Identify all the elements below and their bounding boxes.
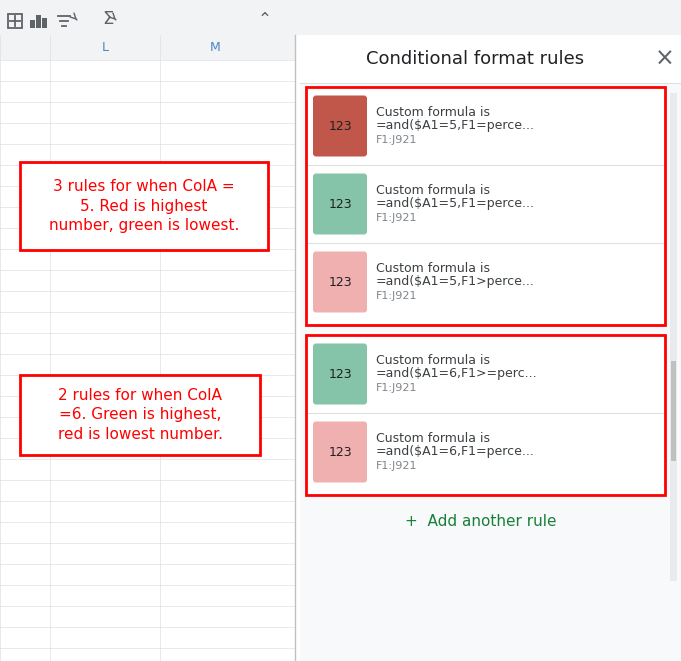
Text: =and($A1=6,F1=perce...: =and($A1=6,F1=perce... <box>376 446 535 459</box>
Text: 123: 123 <box>328 276 352 288</box>
Text: =and($A1=5,F1>perce...: =and($A1=5,F1>perce... <box>376 276 535 288</box>
Text: 123: 123 <box>328 120 352 132</box>
Text: 123: 123 <box>328 446 352 459</box>
Bar <box>306 335 665 495</box>
Text: 123: 123 <box>328 368 352 381</box>
Bar <box>300 35 681 83</box>
FancyBboxPatch shape <box>313 173 367 235</box>
Text: F1:J921: F1:J921 <box>376 213 417 223</box>
Text: F1:J921: F1:J921 <box>376 461 417 471</box>
Bar <box>306 87 665 325</box>
Bar <box>30 20 35 28</box>
Text: Custom formula is: Custom formula is <box>376 106 490 118</box>
Bar <box>42 18 47 28</box>
Bar <box>306 335 665 495</box>
Text: Conditional format rules: Conditional format rules <box>366 50 584 68</box>
Text: ×: × <box>655 47 675 71</box>
Text: F1:J921: F1:J921 <box>376 135 417 145</box>
Text: ⌃: ⌃ <box>258 10 272 28</box>
Text: 3 rules for when ColA =
5. Red is highest
number, green is lowest.: 3 rules for when ColA = 5. Red is highes… <box>49 178 239 233</box>
Text: Custom formula is: Custom formula is <box>376 262 490 274</box>
Text: F1:J921: F1:J921 <box>376 291 417 301</box>
Text: =and($A1=6,F1>=perc...: =and($A1=6,F1>=perc... <box>376 368 537 381</box>
FancyBboxPatch shape <box>313 95 367 157</box>
Bar <box>36 15 41 28</box>
FancyBboxPatch shape <box>313 422 367 483</box>
Bar <box>0 0 681 35</box>
Text: Custom formula is: Custom formula is <box>376 432 490 444</box>
Bar <box>300 35 681 661</box>
Bar <box>671 361 676 461</box>
Text: Custom formula is: Custom formula is <box>376 354 490 366</box>
Text: 123: 123 <box>328 198 352 210</box>
Text: =and($A1=5,F1=perce...: =and($A1=5,F1=perce... <box>376 198 535 210</box>
Bar <box>670 93 677 581</box>
Bar <box>306 87 665 325</box>
FancyBboxPatch shape <box>313 251 367 313</box>
Text: =and($A1=5,F1=perce...: =and($A1=5,F1=perce... <box>376 120 535 132</box>
Bar <box>20 162 268 250</box>
Text: 2 rules for when ColA
=6. Green is highest,
red is lowest number.: 2 rules for when ColA =6. Green is highe… <box>57 388 223 442</box>
Text: M: M <box>210 41 221 54</box>
FancyBboxPatch shape <box>313 344 367 405</box>
Text: Custom formula is: Custom formula is <box>376 184 490 196</box>
Bar <box>20 375 260 455</box>
Text: F1:J921: F1:J921 <box>376 383 417 393</box>
Text: L: L <box>101 41 108 54</box>
Text: Σ: Σ <box>102 10 113 28</box>
Bar <box>0 35 295 60</box>
Bar <box>0 35 295 661</box>
Text: +  Add another rule: + Add another rule <box>405 514 556 529</box>
